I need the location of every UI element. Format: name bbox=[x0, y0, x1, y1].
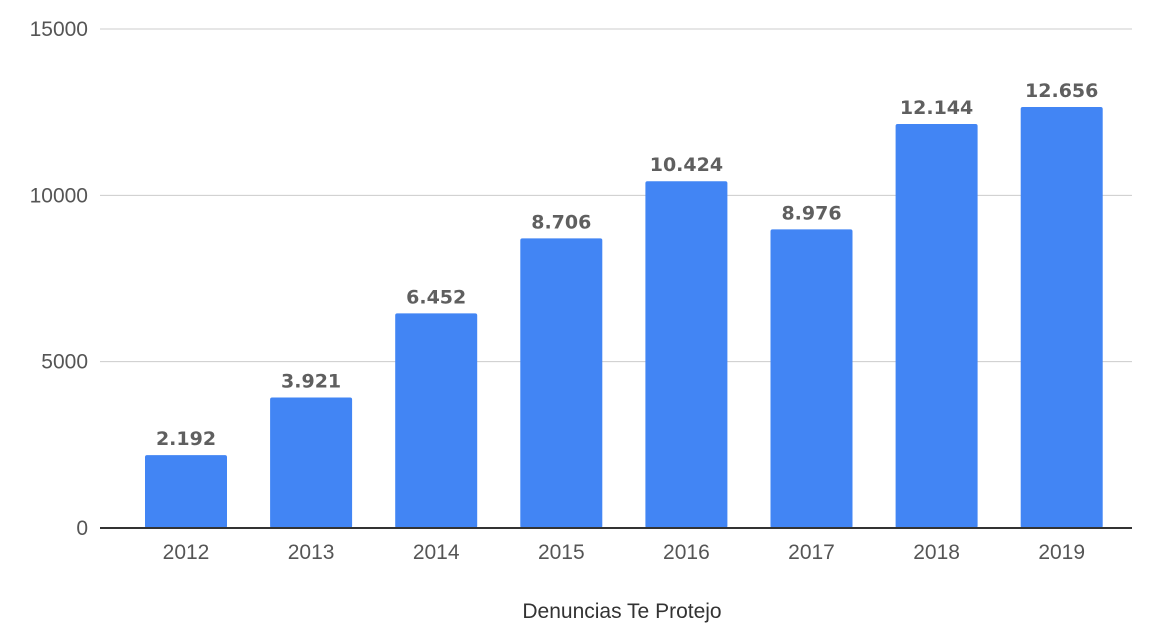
y-tick-label: 10000 bbox=[30, 184, 88, 207]
bar-2015 bbox=[520, 238, 603, 528]
data-label-2012: 2.192 bbox=[156, 428, 216, 450]
x-tick-label: 2017 bbox=[788, 541, 835, 564]
x-tick-label: 2014 bbox=[413, 541, 460, 564]
bar-2016 bbox=[645, 181, 728, 528]
bar-2012 bbox=[145, 455, 227, 528]
data-label-2017: 8.976 bbox=[781, 202, 841, 224]
x-tick-label: 2012 bbox=[163, 541, 210, 564]
bar-2018 bbox=[895, 124, 978, 529]
x-tick-label: 2019 bbox=[1038, 541, 1085, 564]
x-tick-label: 2015 bbox=[538, 541, 585, 564]
y-tick-label: 0 bbox=[76, 517, 88, 540]
bar-2019 bbox=[1020, 106, 1103, 529]
bar-2013 bbox=[270, 397, 353, 528]
y-axis-tick-labels: 0 5000 10000 15000 bbox=[30, 18, 88, 540]
y-tick-label: 5000 bbox=[41, 351, 88, 374]
data-label-2018: 12.144 bbox=[900, 97, 973, 119]
y-tick-label: 15000 bbox=[30, 18, 88, 41]
data-label-2015: 8.706 bbox=[531, 211, 591, 233]
x-axis-title: Denuncias Te Protejo bbox=[522, 600, 721, 623]
x-tick-label: 2013 bbox=[288, 541, 335, 564]
x-tick-label: 2018 bbox=[913, 541, 960, 564]
bar-2017 bbox=[770, 229, 853, 528]
data-labels: 2.192 3.921 6.452 8.706 10.424 8.976 12.144 12.… bbox=[156, 80, 1098, 450]
data-label-2013: 3.921 bbox=[281, 371, 341, 393]
bar-2014 bbox=[395, 313, 478, 528]
x-axis-tick-labels: 2012 2013 2014 2015 2016 2017 2018 2019 bbox=[163, 541, 1085, 564]
data-label-2016: 10.424 bbox=[650, 154, 723, 176]
data-label-2019: 12.656 bbox=[1025, 80, 1098, 102]
x-tick-label: 2016 bbox=[663, 541, 710, 564]
data-label-2014: 6.452 bbox=[406, 286, 466, 308]
bars bbox=[145, 106, 1103, 529]
